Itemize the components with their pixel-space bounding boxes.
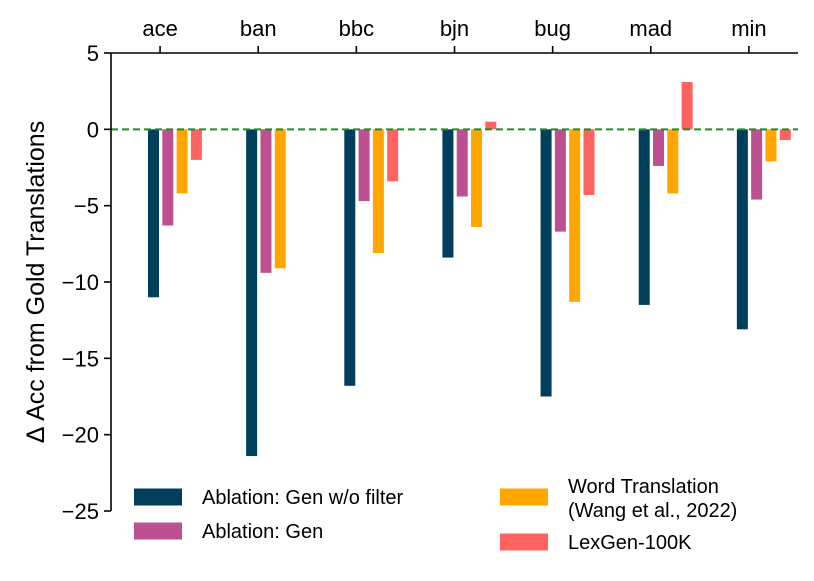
bar-ace-series-4 — [190, 129, 202, 160]
bar-bug-series-4 — [583, 129, 595, 195]
category-label-bbc: bbc — [339, 16, 374, 41]
y-tick-label: −15 — [62, 346, 99, 371]
bar-bug-series-3 — [569, 129, 581, 302]
legend-label-line: (Wang et al., 2022) — [568, 500, 737, 522]
legend-label-3: Word Translation (Wang et al., 2022) — [568, 476, 737, 522]
bar-bjn-series-1 — [442, 129, 454, 258]
axes: 5 0 −5 −10 −15 −20 −25 ace ban bbc bjn bug mad min Δ A… — [22, 16, 798, 524]
bar-mad-series-2 — [653, 129, 665, 166]
category-label-bjn: bjn — [440, 16, 469, 41]
y-tick-label: −25 — [62, 499, 99, 524]
category-label-mad: mad — [629, 16, 672, 41]
bar-ban-series-1 — [246, 129, 258, 457]
bar-ace-series-1 — [148, 129, 159, 298]
legend-label-1: Ablation: Gen w/o filter — [202, 487, 404, 509]
bar-min-series-4 — [779, 129, 791, 141]
category-label-bug: bug — [534, 16, 571, 41]
bar-bjn-series-2 — [456, 129, 468, 197]
bar-mad-series-3 — [667, 129, 679, 194]
bar-mad-series-1 — [638, 129, 650, 305]
y-tick-label: 0 — [87, 117, 99, 142]
legend-swatch-2 — [134, 522, 182, 540]
bar-ace-series-2 — [162, 129, 174, 226]
y-axis-title: Δ Acc from Gold Translations — [22, 121, 50, 443]
bar-bbc-series-2 — [358, 129, 370, 202]
bar-bbc-series-1 — [344, 129, 356, 386]
legend-label-2: Ablation: Gen — [202, 521, 323, 543]
y-tick-label: −5 — [74, 194, 99, 219]
legend-label-line: Word Translation — [568, 476, 719, 498]
category-label-min: min — [731, 16, 766, 41]
legend-label-4: LexGen-100K — [568, 532, 692, 554]
legend-swatch-1 — [134, 488, 182, 506]
bar-mad-series-4 — [681, 82, 693, 130]
category-label-ace: ace — [142, 16, 177, 41]
bar-bug-series-1 — [540, 129, 552, 397]
bar-min-series-3 — [765, 129, 777, 162]
legend: Ablation: Gen w/o filter Ablation: Gen Wor… — [134, 476, 737, 554]
bar-ban-series-3 — [274, 129, 286, 269]
bar-bug-series-2 — [554, 129, 566, 232]
bar-bbc-series-3 — [372, 129, 384, 253]
category-label-ban: ban — [240, 16, 277, 41]
bar-bbc-series-4 — [387, 129, 399, 182]
bar-min-series-1 — [736, 129, 748, 330]
bars — [148, 82, 791, 457]
bar-bjn-series-3 — [471, 129, 483, 228]
y-tick-label: −10 — [62, 270, 99, 295]
legend-swatch-3 — [500, 488, 548, 506]
bar-ban-series-2 — [260, 129, 272, 273]
bar-ace-series-3 — [176, 129, 188, 194]
y-tick-label: 5 — [87, 41, 99, 66]
legend-swatch-4 — [500, 533, 548, 551]
y-tick-label: −20 — [62, 423, 99, 448]
bar-bjn-series-4 — [485, 121, 497, 130]
bar-min-series-2 — [751, 129, 763, 200]
